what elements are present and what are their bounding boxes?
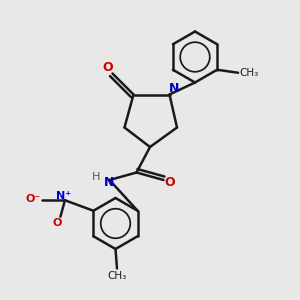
Text: H: H	[92, 172, 100, 182]
Text: N: N	[169, 82, 179, 95]
Text: O⁻: O⁻	[26, 194, 41, 204]
Text: CH₃: CH₃	[107, 271, 127, 281]
Text: CH₃: CH₃	[239, 68, 258, 78]
Text: O: O	[164, 176, 175, 190]
Text: O: O	[53, 218, 62, 228]
Text: O: O	[103, 61, 113, 74]
Text: N: N	[104, 176, 115, 190]
Text: N⁺: N⁺	[56, 191, 71, 201]
